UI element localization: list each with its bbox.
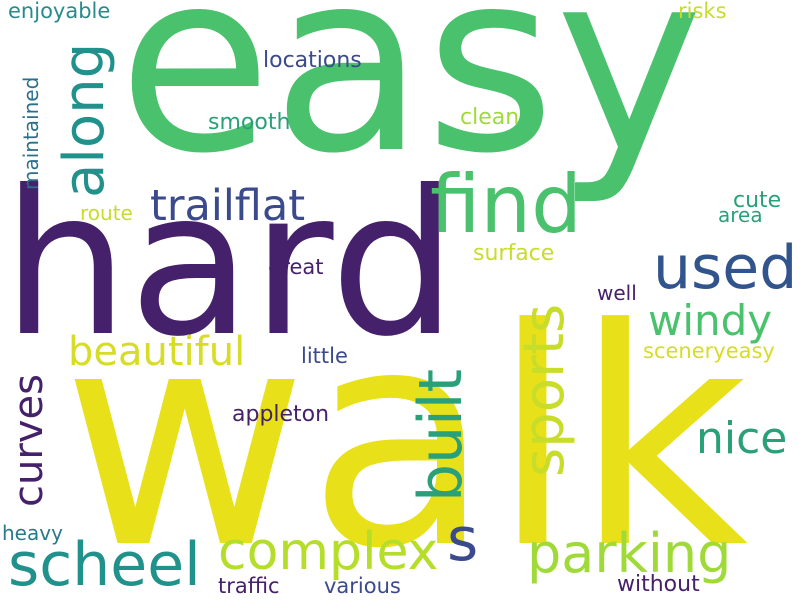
word-built: built xyxy=(406,369,476,502)
word-maintained: maintained xyxy=(19,76,43,190)
word-used: used xyxy=(653,233,798,303)
word-various: various xyxy=(324,574,401,598)
word-sceneryeasy: sceneryeasy xyxy=(643,339,775,363)
word-cute: cute xyxy=(733,188,782,213)
word-risks: risks xyxy=(678,0,727,23)
word-easy: easy xyxy=(118,0,704,208)
word-smooth: smooth xyxy=(208,110,291,135)
word-s: s xyxy=(447,505,479,575)
word-nice: nice xyxy=(696,413,788,464)
word-without: without xyxy=(617,572,700,597)
word-along: along xyxy=(52,42,117,198)
word-area: area xyxy=(718,203,763,227)
word-route: route xyxy=(80,201,133,225)
word-trailflat: trailflat xyxy=(150,181,306,231)
word-clean: clean xyxy=(460,105,520,130)
word-beautiful: beautiful xyxy=(68,329,246,375)
word-enjoyable: enjoyable xyxy=(8,0,111,23)
word-complex: complex xyxy=(218,522,439,582)
word-windy: windy xyxy=(648,296,773,345)
word-heavy: heavy xyxy=(2,521,63,545)
word-great: great xyxy=(268,255,324,279)
word-curves: curves xyxy=(6,374,52,507)
word-find: find xyxy=(430,158,582,251)
word-parking: parking xyxy=(527,522,732,585)
word-well: well xyxy=(597,281,637,305)
word-walk: walk xyxy=(62,265,749,600)
word-surface: surface xyxy=(473,241,555,266)
word-little: little xyxy=(301,344,348,368)
word-scheel: scheel xyxy=(8,530,201,600)
word-appleton: appleton xyxy=(232,402,330,427)
word-hard: hard xyxy=(2,148,457,381)
word-traffic: traffic xyxy=(218,574,280,598)
word-sports: sports xyxy=(512,303,577,477)
word-locations: locations xyxy=(263,48,362,73)
